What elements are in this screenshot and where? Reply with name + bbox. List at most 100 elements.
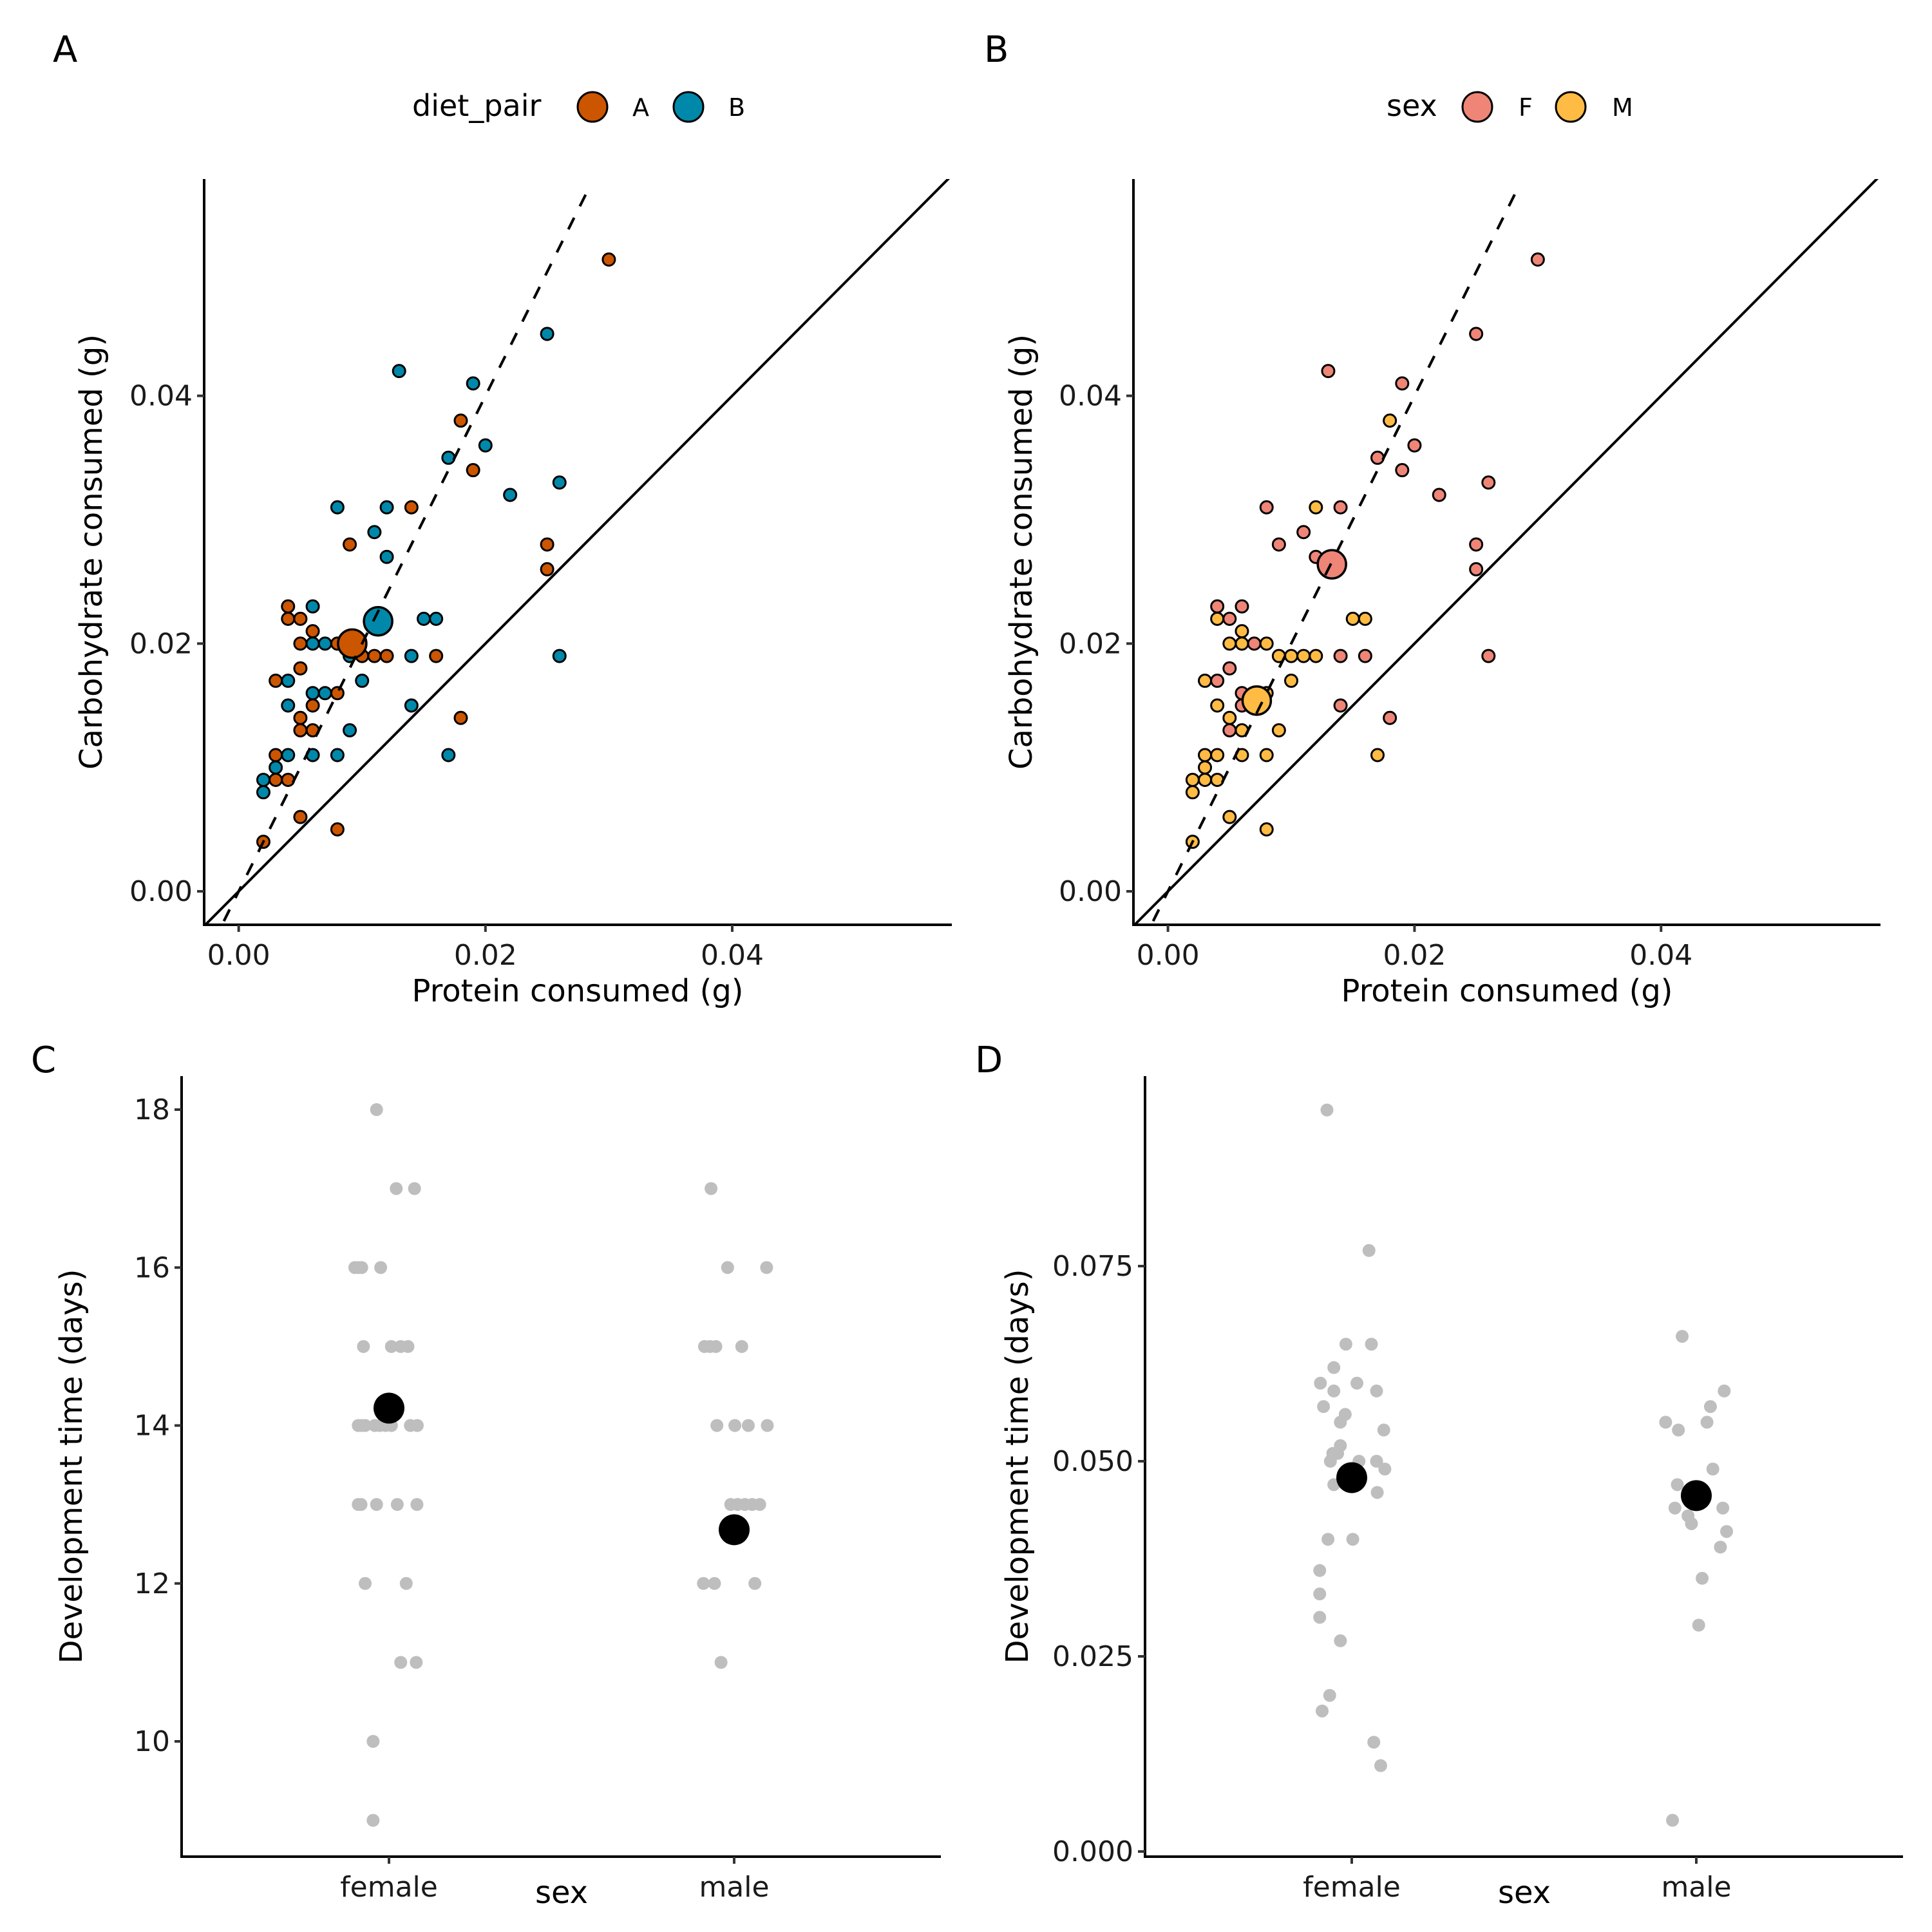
data-point-female — [399, 1577, 413, 1590]
x-axis-title-b: Protein consumed (g) — [1341, 973, 1672, 1009]
plot-area-c: female male 10 12 14 16 18 — [134, 1076, 941, 1904]
data-point-male — [1659, 1416, 1672, 1429]
x-axis-title-c: sex — [535, 1875, 588, 1911]
axes-frame — [1144, 1076, 1903, 1858]
x-tick-label: female — [340, 1871, 438, 1904]
mean-point-female — [374, 1392, 404, 1424]
legend-key-b-M — [1555, 91, 1587, 123]
data-point-B — [466, 376, 480, 391]
data-point-A — [601, 252, 616, 267]
data-point-B — [552, 649, 567, 663]
data-point-F — [1247, 636, 1262, 651]
data-point-A — [330, 686, 345, 701]
data-point-A — [281, 772, 296, 787]
panel-c: C female male 10 12 14 16 18 sex Development t… — [31, 1039, 941, 1911]
y-tick-label: 10 — [134, 1725, 170, 1758]
y-tick-label: 0.075 — [1052, 1250, 1133, 1283]
data-point-B — [317, 686, 332, 701]
data-point-B — [379, 549, 394, 564]
data-point-B — [281, 674, 296, 688]
data-point-B — [404, 649, 419, 663]
data-point-A — [293, 611, 308, 626]
data-point-M — [1235, 624, 1249, 639]
data-point-male — [1706, 1463, 1719, 1476]
data-point-A — [269, 772, 283, 787]
data-point-M — [1210, 611, 1225, 626]
data-point-male — [728, 1419, 742, 1432]
data-point-F — [1271, 537, 1286, 552]
data-point-male — [1716, 1501, 1730, 1515]
dashed-ratio-line-overlay — [222, 184, 592, 922]
data-point-B — [540, 327, 554, 341]
x-axis-title-a: Protein consumed (g) — [412, 973, 743, 1009]
y-tick-label: 12 — [134, 1567, 170, 1600]
data-point-male — [1672, 1423, 1685, 1437]
data-point-M — [1370, 748, 1385, 762]
data-point-A — [281, 611, 296, 626]
data-point-A — [269, 748, 283, 762]
data-point-F — [1210, 674, 1225, 688]
data-point-female — [357, 1340, 370, 1353]
dashed-ratio-line-overlay — [1151, 184, 1520, 922]
y-tick-label: 0.04 — [129, 380, 193, 413]
x-tick-label: 0.02 — [454, 939, 517, 972]
data-point-A — [404, 500, 419, 515]
mean-point-male — [1681, 1480, 1712, 1511]
data-point-female — [1365, 1338, 1378, 1351]
x-tick-label: female — [1303, 1871, 1401, 1904]
data-point-female — [410, 1656, 423, 1669]
plot-area-a: 0.00 0.02 0.04 0.00 0.02 0.04 — [129, 179, 952, 972]
data-point-female — [1327, 1384, 1341, 1397]
data-point-M — [1235, 636, 1249, 651]
panel-tag-a: A — [53, 29, 77, 71]
data-point-B — [441, 450, 456, 465]
data-point-female — [1334, 1634, 1347, 1647]
axes-frame — [1132, 179, 1880, 926]
data-point-B — [281, 698, 296, 713]
data-point-female — [390, 1498, 404, 1511]
data-point-B — [281, 748, 296, 762]
y-tick-label: 0.02 — [1059, 627, 1122, 660]
legend-b: sex F M — [1387, 88, 1633, 123]
x-tick-label: 0.04 — [1629, 939, 1692, 972]
data-point-F — [1395, 463, 1410, 478]
mean-point-male — [719, 1514, 750, 1546]
data-point-M — [1185, 785, 1200, 800]
data-point-male — [1692, 1618, 1705, 1632]
data-point-male — [708, 1577, 721, 1590]
data-point-F — [1259, 500, 1274, 515]
data-point-F — [1222, 611, 1237, 626]
data-point-female — [384, 1340, 398, 1353]
panel-d: D female male 0.000 0.025 0.050 0.075 sex Dev… — [975, 1039, 1903, 1911]
data-point-male — [741, 1419, 755, 1432]
data-point-B — [429, 611, 444, 626]
data-point-B — [503, 488, 518, 502]
data-point-A — [453, 710, 468, 725]
data-point-A — [293, 661, 308, 676]
data-point-F — [1395, 376, 1410, 391]
data-point-B — [305, 686, 320, 701]
y-tick-label: 16 — [134, 1251, 170, 1284]
panel-b: B sex F M 0.00 0.02 0.04 0.00 0.02 0.04 Prote… — [984, 29, 1880, 1009]
y-tick-label: 0.02 — [129, 627, 193, 660]
legend-title-b: sex — [1387, 88, 1437, 123]
data-point-M — [1198, 772, 1213, 787]
data-point-F — [1333, 500, 1348, 515]
mean-point-B — [363, 605, 393, 637]
data-point-F — [1370, 450, 1385, 465]
x-tick-label: male — [699, 1871, 769, 1904]
y-axis-title-d: Development time (days) — [999, 1269, 1036, 1664]
data-point-F — [1469, 562, 1484, 576]
plot-marks — [1133, 179, 1879, 925]
legend-label-a-A: A — [632, 93, 649, 122]
data-point-female — [354, 1498, 368, 1511]
x-tick-label: 0.02 — [1383, 939, 1446, 972]
data-point-female — [1367, 1736, 1381, 1749]
data-point-B — [343, 723, 357, 737]
data-point-B — [256, 785, 270, 800]
data-point-A — [293, 636, 308, 651]
axes-frame — [203, 179, 952, 926]
data-point-female — [1377, 1423, 1390, 1437]
data-point-B — [330, 748, 345, 762]
data-point-female — [1378, 1463, 1392, 1476]
